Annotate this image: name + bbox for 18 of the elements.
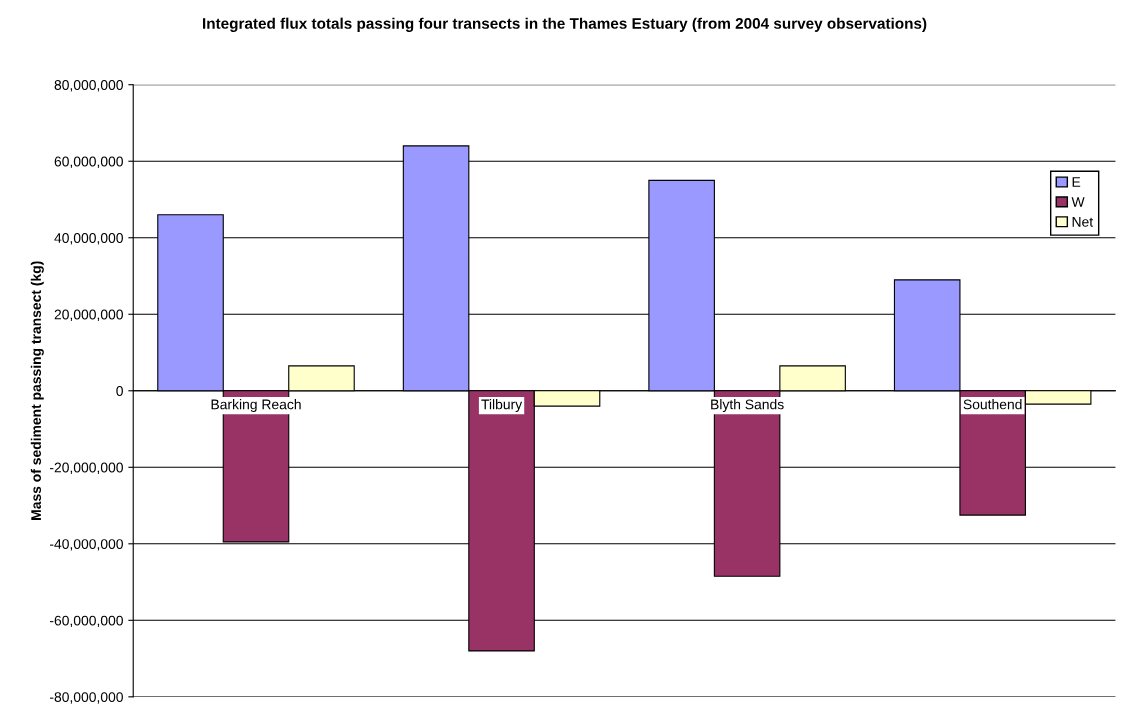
x-tick-label: Blyth Sands — [711, 399, 784, 413]
y-tick-label: -20,000,000 — [49, 462, 123, 475]
x-tick-label: Tilbury — [481, 399, 523, 413]
y-tick-label: 20,000,000 — [54, 309, 123, 322]
y-tick-label: 60,000,000 — [54, 156, 123, 169]
legend-label: Net — [1072, 217, 1094, 227]
x-tick-label: Southend — [963, 399, 1022, 410]
y-tick-label: 40,000,000 — [54, 233, 123, 245]
legend-label: W — [1071, 197, 1085, 207]
y-tick-label: 80,000,000 — [54, 80, 123, 92]
legend-label: E — [1072, 177, 1081, 187]
x-tick-label: Barking Reach — [211, 399, 301, 413]
y-tick-label: 0 — [116, 386, 123, 396]
y-tick-label: -80,000,000 — [49, 692, 123, 704]
y-tick-label: -40,000,000 — [49, 539, 123, 551]
chart-title: Integrated flux totals passing four transects in the Thames Estuary (from 2004 survey observations) — [203, 17, 927, 32]
y-tick-label: -60,000,000 — [49, 615, 123, 628]
y-axis-title: Mass of sediment passing transect (kg) — [30, 261, 44, 520]
